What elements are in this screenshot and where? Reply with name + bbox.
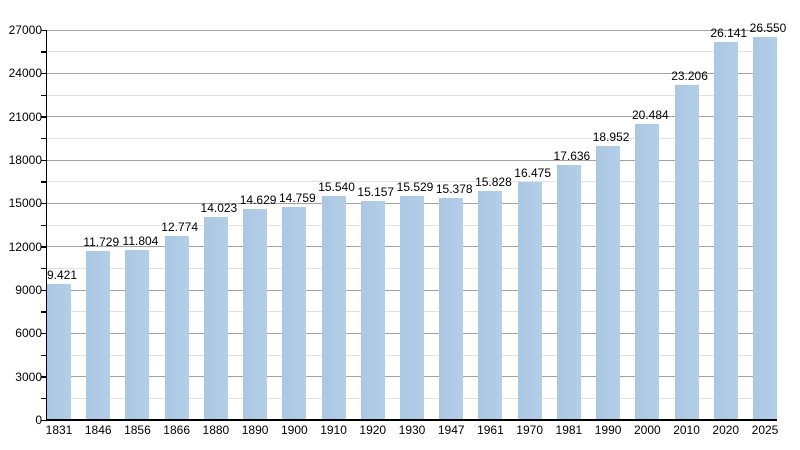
y-axis-tick [41,224,46,226]
y-tick-label: 9000 [15,283,42,297]
gridline-minor [47,94,777,96]
x-tick-label: 1970 [516,423,543,437]
x-tick-label: 1920 [359,423,387,437]
y-axis-tick [41,72,46,75]
y-tick-label: 18000 [8,153,42,167]
bar [674,84,699,420]
y-tick-label: 24000 [8,66,42,81]
value-label: 26.550 [749,20,787,35]
bar [596,146,621,420]
y-axis-tick [41,51,46,53]
bar [243,208,268,420]
bar [86,250,111,420]
gridline-major [47,29,777,31]
value-label: 11.804 [122,233,159,248]
y-tick-label: 0 [35,413,42,427]
gridline-major [47,116,777,118]
bar [400,195,424,420]
y-tick-label: 3000 [15,369,42,384]
x-tick-label: 2000 [633,423,661,437]
bar [164,235,189,420]
y-axis-tick [41,332,46,335]
y-tick-label: 12000 [8,239,42,254]
value-label: 14.629 [239,192,277,207]
x-axis [45,419,777,421]
value-label: 15.828 [475,175,512,190]
y-axis-tick [41,267,46,270]
y-tick-label: 27000 [8,23,42,37]
x-tick-label: 2010 [673,423,700,437]
value-label: 11.729 [83,234,120,249]
value-label: 20.484 [631,108,669,123]
value-label: 15.529 [396,179,434,194]
y-axis-tick [41,137,46,140]
x-tick-label: 1910 [320,423,347,437]
bar [753,36,777,420]
y-axis-tick [41,202,46,205]
x-tick-label: 1930 [398,423,426,437]
y-axis-tick [41,419,46,421]
x-tick-label: 1990 [594,423,622,437]
x-tick-label: 2025 [751,423,779,437]
value-label: 23.206 [671,68,708,83]
gridline-major [47,159,777,161]
x-tick-label: 1856 [124,423,151,437]
bar [517,182,542,420]
bar [203,217,228,420]
gridline-major [47,72,777,74]
bar [125,249,150,420]
x-tick-label: 1880 [202,423,230,437]
value-label: 26.141 [710,26,748,41]
x-tick-label: 1961 [477,423,504,437]
y-axis-tick [41,311,46,313]
x-tick-label: 1890 [241,423,269,437]
value-label: 14.023 [200,201,238,216]
y-axis [45,30,47,421]
y-axis-tick [41,376,46,378]
bar [713,42,738,420]
bar [556,165,581,420]
gridline-minor [47,51,777,53]
y-axis-tick [41,354,46,356]
y-axis-tick [41,159,46,161]
gridline-minor [47,137,777,139]
value-label: 17.636 [553,149,591,164]
y-tick-label: 15000 [8,196,42,211]
y-tick-label: 6000 [15,326,42,341]
bar [478,191,503,420]
value-label: 15.540 [318,179,355,194]
bar [282,206,307,420]
y-axis-tick [41,116,46,118]
bar [321,195,346,420]
value-label: 18.952 [592,130,630,145]
x-tick-label: 2020 [712,423,740,437]
y-axis-tick [41,246,46,248]
y-axis-tick [41,29,46,31]
value-label: 9.421 [46,267,78,282]
bar [47,283,71,420]
value-label: 14.759 [278,190,316,205]
bar [439,197,464,420]
x-tick-label: 1900 [280,423,308,437]
x-tick-label: 1831 [45,423,73,437]
y-axis-tick [41,181,46,183]
plot-area: 9.421 11.729 11.804 12.774 14.023 14.629 14.75… [47,21,786,420]
bar [360,201,385,420]
y-axis-tick [41,289,46,291]
x-tick-label: 1866 [163,423,190,437]
x-tick-label: 1981 [555,423,583,437]
y-tick-label: 21000 [8,109,42,124]
value-label: 15.157 [357,185,395,200]
x-tick-label: 1947 [437,423,465,437]
value-label: 12.774 [161,219,198,234]
value-label: 16.475 [514,166,551,181]
x-tick-label: 1846 [84,423,112,437]
y-axis-tick [41,397,46,400]
bar [635,124,660,420]
y-axis-tick [41,94,46,96]
gridline-minor [47,181,777,183]
value-label: 15.378 [435,181,473,196]
